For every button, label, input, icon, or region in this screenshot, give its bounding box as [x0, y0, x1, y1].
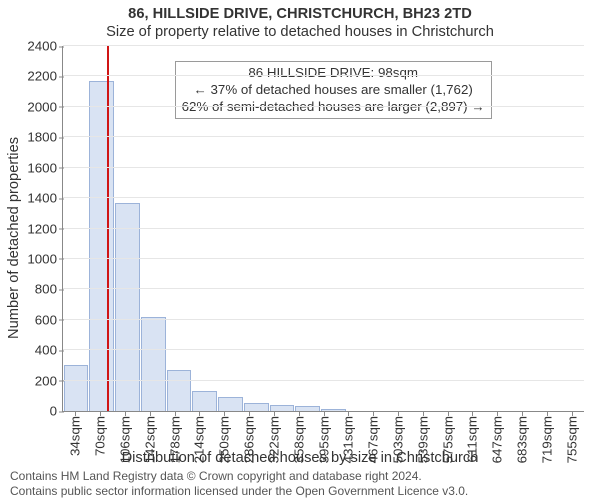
gridline	[63, 106, 584, 107]
histogram-bar	[192, 391, 217, 411]
annotation-line-3: 62% of semi-detached houses are larger (…	[182, 99, 485, 116]
gridline	[63, 167, 584, 168]
annotation-box: 86 HILLSIDE DRIVE: 98sqm ← 37% of detach…	[175, 61, 492, 119]
y-tick: 1000	[27, 251, 63, 266]
title-line-2: Size of property relative to detached ho…	[0, 24, 600, 40]
footer-line-1: Contains HM Land Registry data © Crown c…	[10, 469, 590, 483]
histogram-bar	[141, 317, 166, 411]
y-axis-label: Number of detached properties	[6, 136, 22, 338]
gridline	[63, 228, 584, 229]
gridline	[63, 319, 584, 320]
gridline	[63, 258, 584, 259]
gridline	[63, 75, 584, 76]
chart-container: 86, HILLSIDE DRIVE, CHRISTCHURCH, BH23 2…	[0, 0, 600, 500]
y-tick: 400	[35, 343, 63, 358]
histogram-bar	[89, 81, 114, 411]
y-tick: 1800	[27, 130, 63, 145]
histogram-bar	[218, 397, 243, 411]
histogram-bar	[64, 365, 89, 411]
gridline	[63, 380, 584, 381]
gridline	[63, 197, 584, 198]
x-axis-label: Distribution of detached houses by size …	[0, 450, 600, 466]
plot-area: 34sqm70sqm106sqm142sqm178sqm214sqm250sqm…	[62, 46, 584, 412]
y-tick: 2400	[27, 39, 63, 54]
footer: Contains HM Land Registry data © Crown c…	[10, 469, 590, 498]
y-tick: 2000	[27, 99, 63, 114]
y-tick: 800	[35, 282, 63, 297]
y-tick: 1400	[27, 191, 63, 206]
footer-line-2: Contains public sector information licen…	[10, 484, 590, 498]
title-line-1: 86, HILLSIDE DRIVE, CHRISTCHURCH, BH23 2…	[0, 6, 600, 22]
gridline	[63, 45, 584, 46]
gridline	[63, 349, 584, 350]
y-tick: 600	[35, 312, 63, 327]
annotation-line-2: ← 37% of detached houses are smaller (1,…	[182, 82, 485, 99]
y-tick: 2200	[27, 69, 63, 84]
y-tick: 200	[35, 373, 63, 388]
y-tick: 1600	[27, 160, 63, 175]
y-tick: 1200	[27, 221, 63, 236]
histogram-bar	[244, 403, 269, 411]
gridline	[63, 288, 584, 289]
y-tick: 0	[50, 404, 63, 419]
histogram-bar	[167, 370, 192, 411]
gridline	[63, 136, 584, 137]
subject-marker-line	[107, 46, 109, 411]
annotation-line-1: 86 HILLSIDE DRIVE: 98sqm	[182, 65, 485, 82]
